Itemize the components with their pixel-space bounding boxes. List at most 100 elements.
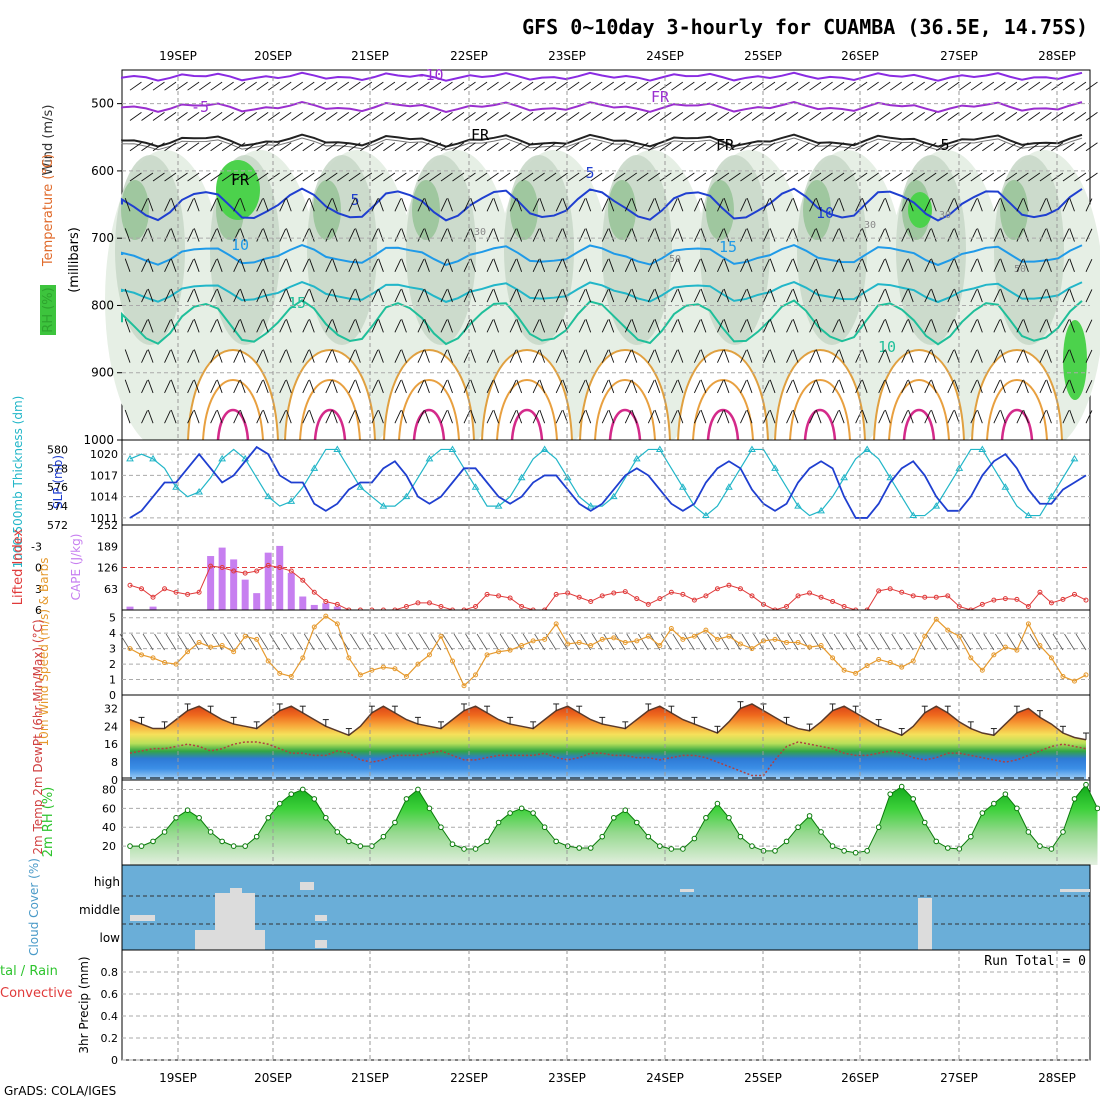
rh-point [622, 807, 629, 814]
wind-barb [855, 319, 862, 333]
slp-line [129, 445, 1087, 519]
wind-barb [924, 112, 937, 121]
wind-barb [677, 228, 684, 242]
wind-barb [475, 112, 488, 121]
wind-barb [654, 349, 661, 363]
wind-barb [170, 288, 177, 303]
wind-barb [959, 112, 972, 121]
rh-point [587, 845, 594, 851]
wind-barb [1064, 633, 1075, 651]
wind-barb [947, 380, 955, 394]
wind-barb [332, 349, 338, 363]
rh-point [196, 814, 202, 821]
wind-barb [337, 172, 350, 182]
contour-label: 50 [669, 254, 681, 265]
lifted-index-point [127, 582, 133, 588]
wind-barb [452, 81, 465, 91]
wind-speed-point [139, 652, 145, 658]
wind-barb [809, 258, 816, 273]
wind-barb [878, 410, 885, 424]
wind-barb [129, 172, 142, 182]
wind-barb [463, 172, 476, 182]
y-tick-label: 576 [47, 481, 68, 494]
wind-barb [539, 379, 546, 394]
wind-barb [833, 633, 845, 651]
wind-barb [406, 172, 419, 182]
wind-barb [1000, 258, 1006, 272]
wind-barb [908, 258, 914, 272]
wind-barb [601, 172, 614, 182]
cape-bar [149, 606, 157, 610]
contour-label: FR [471, 126, 490, 144]
wind-barb [740, 142, 753, 152]
wind-barb [383, 142, 396, 152]
wind-barb [937, 633, 949, 651]
thickness-point [817, 506, 825, 514]
wind-barb [982, 172, 995, 182]
y-tick-label: 0.6 [101, 988, 119, 1001]
wind-barb [723, 228, 730, 242]
wind-barb [1000, 409, 1006, 424]
y-tick-label: 189 [97, 540, 118, 553]
wind-barb [677, 349, 684, 363]
wind-barb [670, 349, 678, 363]
wind-barb [539, 409, 546, 424]
cloud-patch [195, 930, 265, 950]
wind-barb [279, 198, 287, 212]
wind-barb [198, 112, 211, 121]
wind-barb [700, 228, 707, 242]
contour-label: 15 [719, 238, 737, 256]
wind-barb [654, 409, 661, 424]
cloud-level-label: high [94, 875, 120, 889]
wind-barb [394, 172, 407, 182]
wind-barb [901, 380, 909, 394]
wind-barb [838, 349, 845, 363]
cloud-ylabel: Cloud Cover (%) [27, 858, 41, 956]
wind-barb [878, 81, 891, 91]
wind-barb [142, 633, 154, 651]
wind-barb [970, 349, 978, 363]
rh-shade-high [216, 160, 260, 220]
wind-barb [993, 228, 1001, 242]
lifted-index-point [933, 594, 939, 600]
wind-barb [901, 319, 909, 333]
wind-speed-point [369, 667, 375, 673]
wind-barb [705, 81, 718, 91]
wind-barb [555, 380, 563, 394]
wind-barb [256, 289, 264, 303]
wind-barb [947, 258, 955, 273]
wind-barb [931, 288, 937, 303]
wind-barb [912, 172, 925, 182]
wind-barb [671, 112, 684, 121]
wind-barb [555, 289, 563, 303]
wind-barb [210, 380, 217, 394]
wind-barb [233, 81, 246, 91]
wind-barb [763, 142, 776, 152]
wind-barb [141, 319, 148, 333]
wind-barb [442, 633, 453, 651]
y-tick-label: 5 [109, 612, 116, 625]
wind-barb [1085, 410, 1093, 424]
wind-barb [429, 142, 442, 152]
wind-barb [164, 198, 171, 212]
wind-barb [861, 319, 868, 333]
wind-barb [763, 228, 770, 242]
wind-barb [407, 633, 419, 651]
wind-barb [578, 172, 591, 182]
wind-barb [631, 258, 638, 272]
wind-barb [440, 142, 453, 152]
wind-barb [417, 289, 425, 303]
wind-barb [654, 379, 661, 394]
wind-barb [753, 633, 764, 651]
wind-barb [417, 410, 425, 424]
wind-barb [1000, 288, 1006, 303]
wind-barb [210, 319, 217, 333]
wind-barb [908, 319, 914, 333]
wind-barb [855, 410, 862, 424]
wind-barb [960, 633, 972, 651]
wind-barb [1039, 410, 1047, 424]
wind-barb [889, 172, 902, 182]
wind-barb [648, 142, 661, 152]
lifted-index-point [749, 593, 755, 599]
upper-air-ylabel-wind: Wind (m/s) [41, 105, 56, 176]
